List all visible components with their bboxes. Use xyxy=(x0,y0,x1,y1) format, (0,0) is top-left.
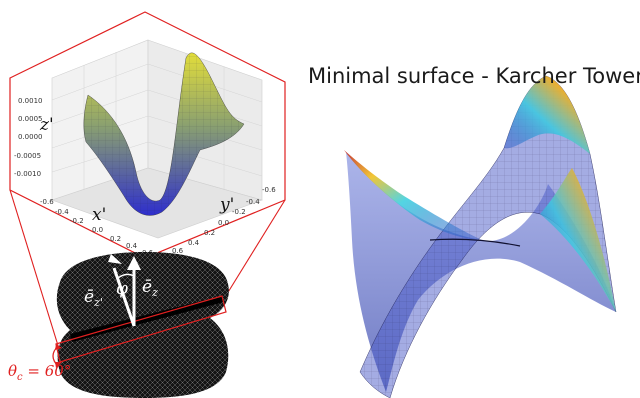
x-tick: -0.6 xyxy=(40,198,54,206)
vector-label-ez: ēz xyxy=(142,277,158,299)
y-tick: -0.6 xyxy=(262,186,276,194)
y-tick: -0.4 xyxy=(246,198,260,206)
x-tick: 0.4 xyxy=(126,242,138,250)
theta-annotation: θc = 60° xyxy=(8,344,71,383)
y-axis-label: y' xyxy=(219,195,234,215)
tilt-plane-outline xyxy=(55,295,227,363)
inset-surface-mesh xyxy=(83,52,244,216)
orientation-vectors: ēz' φ ēz xyxy=(84,254,158,327)
vector-label-ez-prime: ēz' xyxy=(84,287,103,309)
mesh-body xyxy=(56,252,229,398)
z-tick: 0.0000 xyxy=(18,133,43,141)
x-tick: 0.2 xyxy=(110,235,121,243)
karcher-tower-surface xyxy=(344,75,617,398)
x-tick: -0.2 xyxy=(70,217,84,225)
surface-right-flap xyxy=(540,168,616,312)
surface-right-peak xyxy=(504,76,590,154)
y-tick: 0.4 xyxy=(188,239,200,247)
figure-title: Minimal surface - Karcher Tower xyxy=(308,64,640,88)
y-tick: 0.0 xyxy=(218,219,229,227)
zoom-connector-lines xyxy=(9,189,286,353)
cleavage-band xyxy=(70,296,224,342)
z-axis-label: z' xyxy=(39,115,54,135)
inset-z-ticks: 0.0010 0.0005 0.0000 -0.0005 -0.0010 xyxy=(14,97,43,178)
surface-main-mesh xyxy=(360,76,616,398)
surface-center-ridge xyxy=(429,238,521,247)
z-tick: -0.0005 xyxy=(14,152,41,160)
z-tick: -0.0010 xyxy=(14,170,41,178)
vector-arrowhead xyxy=(127,256,141,270)
z-tick: 0.0005 xyxy=(18,115,43,123)
meshed-particle xyxy=(55,252,229,398)
inset-3d-plot: 0.0010 0.0005 0.0000 -0.0005 -0.0010 -0.… xyxy=(9,11,286,259)
theta-c-label: θc = 60° xyxy=(8,362,71,383)
inset-y-ticks: -0.6 -0.4 -0.2 0.0 0.2 0.4 0.6 xyxy=(172,186,276,255)
y-tick: -0.2 xyxy=(232,208,246,216)
vector-arrowhead xyxy=(108,254,122,264)
z-tick: 0.0010 xyxy=(18,97,43,105)
x-tick: 0.0 xyxy=(92,226,103,234)
y-tick: 0.2 xyxy=(204,229,215,237)
phi-label: φ xyxy=(116,279,128,299)
y-tick: 0.6 xyxy=(172,247,184,255)
x-axis-label: x' xyxy=(92,205,106,225)
x-tick: -0.4 xyxy=(55,208,69,216)
